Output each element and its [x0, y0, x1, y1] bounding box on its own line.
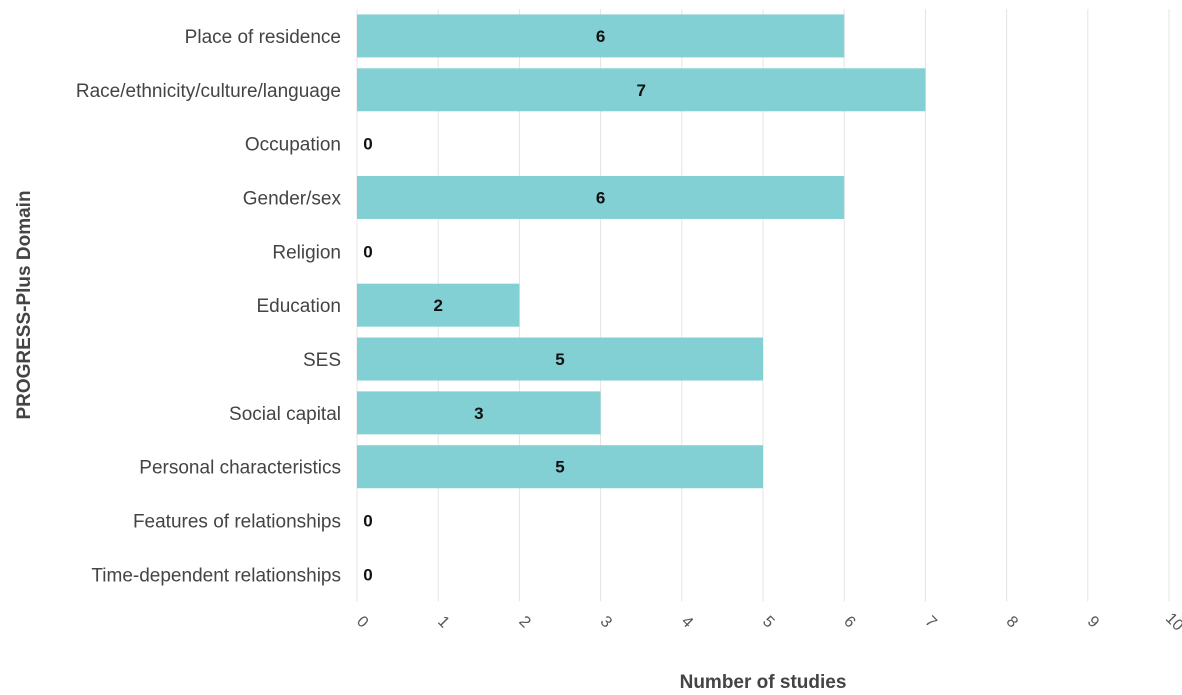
bar-value-label: 0 [363, 565, 372, 584]
bar [357, 283, 520, 327]
bar-value-label: 3 [474, 404, 483, 423]
bars [357, 14, 926, 489]
category-label: Religion [272, 242, 341, 263]
y-axis-title: PROGRESS-Plus Domain [14, 190, 35, 419]
x-tick-label: 6 [840, 613, 858, 631]
category-label: Place of residence [185, 27, 341, 48]
bar [357, 337, 763, 381]
value-labels: 6 7 0 6 0 2 5 3 5 0 0 [363, 27, 646, 584]
x-tick-label: 8 [1003, 613, 1021, 631]
bar-value-label: 0 [363, 242, 372, 261]
bar-value-label: 0 [363, 135, 372, 154]
x-tick-label: 2 [515, 613, 533, 631]
category-label: Education [256, 296, 341, 317]
category-label: Time-dependent relationships [91, 565, 341, 586]
category-label: Personal characteristics [139, 458, 341, 479]
bar [357, 445, 763, 489]
x-tick-label: 9 [1084, 613, 1102, 631]
category-label: SES [303, 350, 341, 371]
bar-value-label: 2 [433, 296, 442, 315]
x-tick-label: 4 [678, 613, 696, 631]
x-tick-label: 7 [921, 613, 939, 631]
category-labels: Place of residence Race/ethnicity/culture… [76, 27, 342, 586]
x-tick-label: 0 [353, 613, 371, 631]
bar [357, 68, 926, 112]
x-tick-label: 5 [759, 613, 777, 631]
x-tick-label: 1 [434, 613, 452, 631]
bar-value-label: 0 [363, 512, 372, 531]
bar-value-label: 6 [596, 27, 605, 46]
category-label: Social capital [229, 404, 341, 425]
bar-value-label: 5 [555, 350, 564, 369]
bar-value-label: 7 [636, 81, 645, 100]
x-axis-title: Number of studies [680, 672, 847, 693]
category-label: Race/ethnicity/culture/language [76, 81, 341, 102]
bar [357, 175, 845, 219]
x-tick-label: 3 [597, 613, 615, 631]
bar-value-label: 6 [596, 188, 605, 207]
bar-value-label: 5 [555, 458, 564, 477]
x-tick-labels: 0 1 2 3 4 5 6 7 8 9 10 [353, 610, 1182, 635]
category-label: Occupation [245, 135, 341, 156]
category-label: Gender/sex [243, 188, 342, 209]
category-label: Features of relationships [133, 512, 341, 533]
bar [357, 391, 601, 435]
x-tick-label: 10 [1162, 610, 1182, 635]
bar [357, 14, 845, 58]
